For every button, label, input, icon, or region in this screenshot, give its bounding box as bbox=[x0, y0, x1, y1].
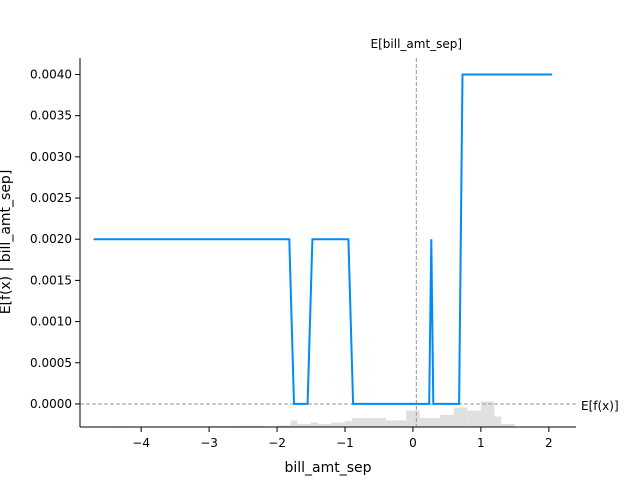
dependence-line bbox=[93, 73, 553, 405]
histogram-bar bbox=[277, 425, 284, 427]
y-tick-label: 0.0000 bbox=[30, 397, 72, 411]
x-tick-label: −2 bbox=[268, 436, 286, 450]
histogram-bar bbox=[317, 424, 332, 427]
x-tick-label: −3 bbox=[200, 436, 218, 450]
y-tick-label: 0.0005 bbox=[30, 356, 72, 370]
y-tick-label: 0.0015 bbox=[30, 273, 72, 287]
histogram-bar bbox=[331, 422, 345, 427]
vertical-reference-label: E[bill_amt_sep] bbox=[371, 37, 463, 51]
x-tick-label: 0 bbox=[409, 436, 417, 450]
histogram-bar bbox=[501, 424, 515, 427]
histogram-bar bbox=[453, 407, 468, 427]
reference-lines bbox=[80, 58, 576, 427]
dependence-line-layer bbox=[93, 73, 553, 405]
x-tick-label: 1 bbox=[477, 436, 485, 450]
y-tick-label: 0.0020 bbox=[30, 232, 72, 246]
histogram-bar bbox=[480, 401, 495, 427]
histogram-bar bbox=[290, 420, 298, 427]
histogram-bar bbox=[385, 420, 407, 427]
histogram-bar bbox=[344, 421, 352, 427]
histogram bbox=[113, 401, 515, 427]
histogram-bar bbox=[283, 425, 291, 427]
histogram-bar bbox=[311, 422, 318, 427]
histogram-bar bbox=[406, 410, 420, 427]
histogram-bar bbox=[440, 415, 454, 427]
y-tick-label: 0.0010 bbox=[30, 315, 72, 329]
histogram-bar bbox=[297, 424, 312, 427]
histogram-bar bbox=[419, 418, 441, 427]
y-tick-label: 0.0030 bbox=[30, 150, 72, 164]
y-tick-label: 0.0025 bbox=[30, 191, 72, 205]
histogram-bar bbox=[236, 425, 264, 427]
x-tick-label: −1 bbox=[336, 436, 354, 450]
x-tick-label: −4 bbox=[132, 436, 150, 450]
horizontal-reference-label: E[f(x)] bbox=[581, 399, 619, 413]
y-tick-label: 0.0040 bbox=[30, 67, 72, 81]
x-axis-title: bill_amt_sep bbox=[284, 460, 371, 476]
histogram-bar bbox=[494, 416, 502, 427]
y-axis-title: E[f(x) | bill_amt_sep] bbox=[0, 170, 14, 315]
x-ticks: −4 −3 −2 −1 0 1 2 bbox=[132, 427, 553, 450]
y-tick-label: 0.0035 bbox=[30, 109, 72, 123]
y-ticks: 0.0000 0.0005 0.0010 0.0015 0.0020 0.0025 0.00… bbox=[30, 67, 80, 411]
x-tick-label: 2 bbox=[545, 436, 553, 450]
histogram-bar bbox=[467, 410, 481, 427]
axes bbox=[79, 58, 576, 428]
histogram-bar bbox=[351, 418, 386, 427]
